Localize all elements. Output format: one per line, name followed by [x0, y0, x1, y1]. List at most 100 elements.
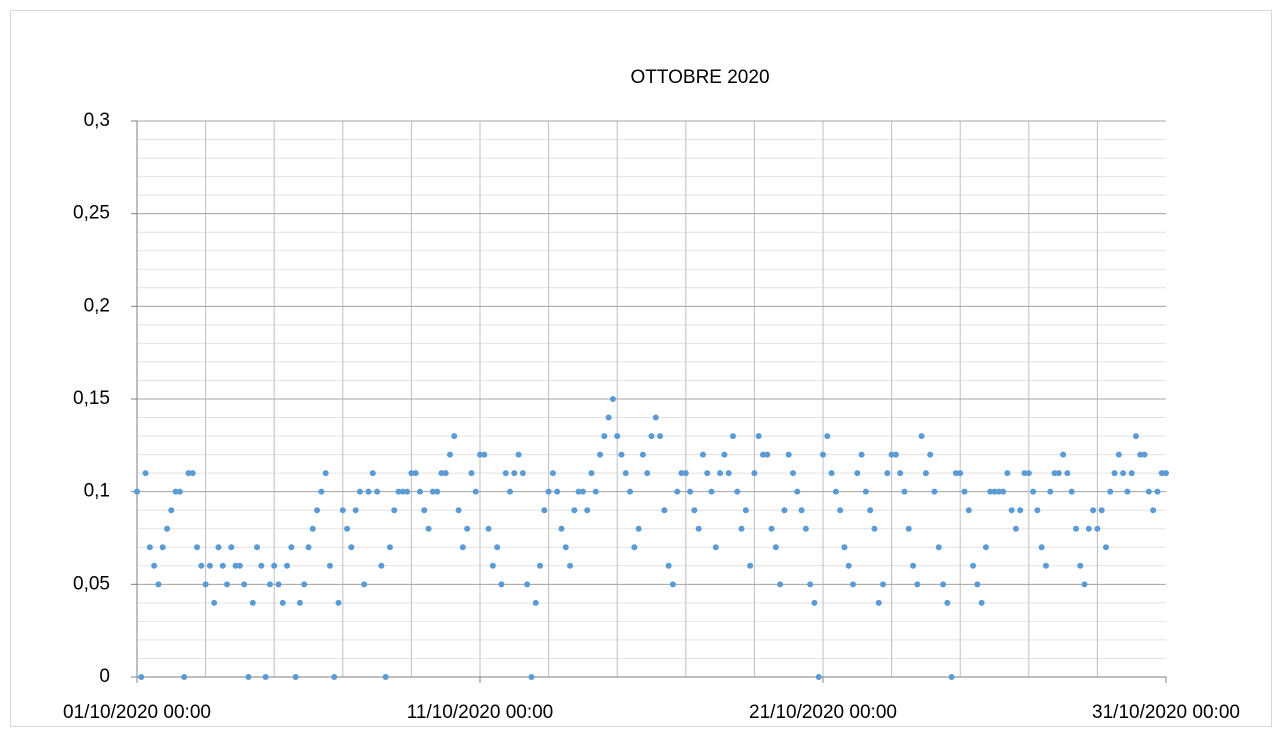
point — [995, 488, 1002, 495]
point — [571, 507, 578, 514]
point — [399, 488, 406, 495]
point — [807, 581, 814, 588]
point — [442, 470, 449, 477]
point — [266, 581, 273, 588]
point — [284, 562, 291, 569]
point — [922, 470, 929, 477]
point — [1158, 470, 1165, 477]
point — [738, 525, 745, 532]
point — [682, 470, 689, 477]
point — [567, 562, 574, 569]
point — [211, 599, 218, 606]
point — [528, 674, 535, 680]
point — [751, 470, 758, 477]
point — [742, 507, 749, 514]
point — [485, 525, 492, 532]
x-tick-label: 11/10/2020 00:00 — [407, 702, 554, 723]
point — [957, 470, 964, 477]
point — [489, 562, 496, 569]
point — [991, 488, 998, 495]
point — [1085, 525, 1092, 532]
point — [661, 507, 668, 514]
point — [669, 581, 676, 588]
point — [408, 470, 415, 477]
point — [1081, 581, 1088, 588]
point — [665, 562, 672, 569]
point — [811, 599, 818, 606]
point — [978, 599, 985, 606]
point — [386, 544, 393, 551]
point — [395, 488, 402, 495]
point — [322, 470, 329, 477]
point — [326, 562, 333, 569]
point — [155, 581, 162, 588]
chart-title: OTTOBRE 2020 — [630, 67, 769, 88]
point — [1132, 433, 1139, 440]
point — [905, 525, 912, 532]
y-tick-label: 0,05 — [73, 573, 110, 594]
point — [1042, 562, 1049, 569]
point — [305, 544, 312, 551]
point — [605, 414, 612, 421]
point — [494, 544, 501, 551]
point — [901, 488, 908, 495]
x-tick-label: 21/10/2020 00:00 — [749, 702, 897, 723]
point — [391, 507, 398, 514]
point — [146, 544, 153, 551]
point — [1038, 544, 1045, 551]
point — [194, 544, 201, 551]
point — [288, 544, 295, 551]
point — [785, 451, 792, 458]
point — [862, 488, 869, 495]
point — [498, 581, 505, 588]
point — [1017, 507, 1024, 514]
point — [884, 470, 891, 477]
point — [374, 488, 381, 495]
point — [837, 507, 844, 514]
point — [232, 562, 239, 569]
point — [850, 581, 857, 588]
point — [579, 488, 586, 495]
point — [412, 470, 419, 477]
point — [832, 488, 839, 495]
point — [219, 562, 226, 569]
point — [1064, 470, 1071, 477]
point — [704, 470, 711, 477]
point — [309, 525, 316, 532]
point — [511, 470, 518, 477]
point — [1008, 507, 1015, 514]
point — [824, 433, 831, 440]
point — [1055, 470, 1062, 477]
point — [691, 507, 698, 514]
point — [245, 674, 252, 680]
point — [965, 507, 972, 514]
y-tick-label: 0 — [99, 666, 110, 687]
point — [768, 525, 775, 532]
point — [344, 525, 351, 532]
point — [1150, 507, 1157, 514]
point — [918, 433, 925, 440]
point — [601, 433, 608, 440]
point — [335, 599, 342, 606]
point — [935, 544, 942, 551]
point — [627, 488, 634, 495]
point — [1111, 470, 1118, 477]
point — [1141, 451, 1148, 458]
point — [871, 525, 878, 532]
point — [532, 599, 539, 606]
point — [614, 433, 621, 440]
point — [558, 525, 565, 532]
point — [296, 599, 303, 606]
point — [639, 451, 646, 458]
point — [1012, 525, 1019, 532]
point — [914, 581, 921, 588]
point — [348, 544, 355, 551]
point — [815, 674, 822, 680]
point — [416, 488, 423, 495]
point — [648, 433, 655, 440]
point — [356, 488, 363, 495]
point — [434, 488, 441, 495]
point — [892, 451, 899, 458]
point — [789, 470, 796, 477]
point — [202, 581, 209, 588]
